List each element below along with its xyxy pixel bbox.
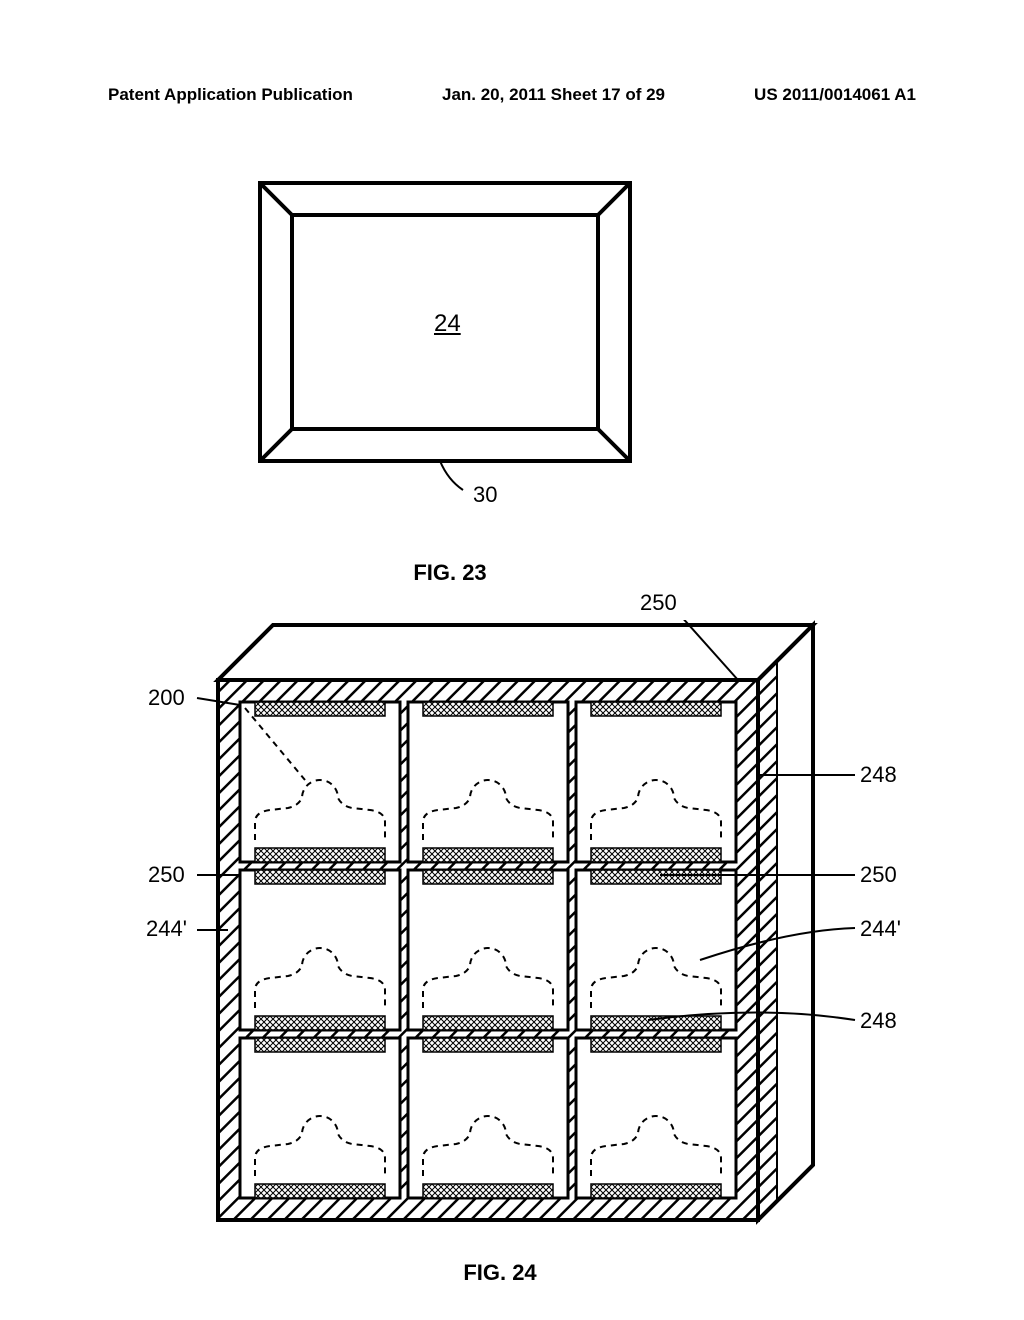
fig24-label-200: 200 xyxy=(148,685,185,711)
header-right: US 2011/0014061 A1 xyxy=(754,85,916,105)
fig24-label-248-r2: 248 xyxy=(860,1008,897,1034)
fig24-label-250-l: 250 xyxy=(148,862,185,888)
fig24-cells xyxy=(240,702,736,1198)
fig23-caption: FIG. 23 xyxy=(0,560,900,586)
header-center: Jan. 20, 2011 Sheet 17 of 29 xyxy=(442,85,665,105)
fig23-label-30: 30 xyxy=(473,482,497,508)
fig23-label-24: 24 xyxy=(434,310,461,338)
header-left: Patent Application Publication xyxy=(108,85,353,105)
fig24-label-250-r: 250 xyxy=(860,862,897,888)
fig24-caption: FIG. 24 xyxy=(0,1260,1000,1286)
fig24-label-244p-r: 244' xyxy=(860,916,901,942)
fig24-label-250-top: 250 xyxy=(640,590,677,616)
fig24-label-244p-l: 244' xyxy=(146,916,187,942)
fig24-label-248-r1: 248 xyxy=(860,762,897,788)
fig24-svg xyxy=(0,620,1024,1320)
